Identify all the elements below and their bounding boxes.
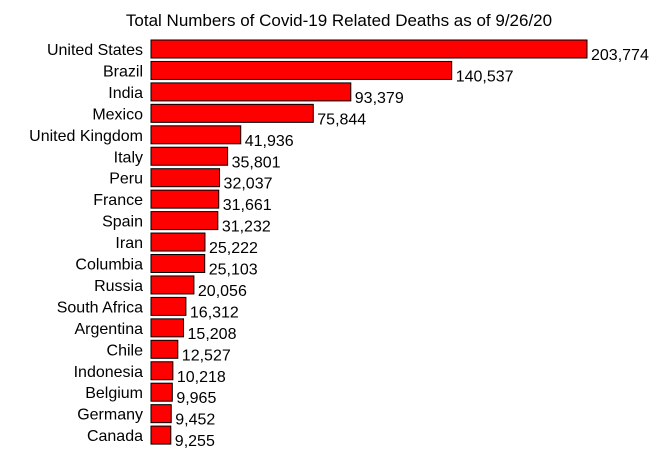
value-label-canada: 9,255 [175,433,215,450]
bar-france [150,189,220,209]
value-label-columbia: 25,103 [209,262,258,279]
category-label-germany: Germany [77,407,143,424]
bar-argentina [150,318,185,338]
chart-title: Total Numbers of Covid-19 Related Deaths… [126,11,552,30]
value-label-mexico: 75,844 [317,111,366,128]
value-label-italy: 35,801 [232,154,281,171]
bar-south-africa [150,296,187,316]
value-label-spain: 31,232 [222,219,271,236]
category-label-chile: Chile [107,342,144,359]
category-label-indonesia: Indonesia [74,364,143,381]
bar-united-states [150,39,588,59]
value-label-indonesia: 10,218 [177,369,226,386]
value-label-russia: 20,056 [198,283,247,300]
category-label-south-africa: South Africa [57,299,143,316]
value-label-india: 93,379 [355,90,404,107]
bar-columbia [150,254,206,273]
bar-peru [150,168,221,188]
bars-group: United States 203,774 Brazil 140,537 India 93… [29,39,649,450]
category-label-brazil: Brazil [103,63,143,80]
value-label-united-kingdom: 41,936 [245,133,294,150]
bar-mexico [150,103,314,123]
bar-spain [150,211,219,231]
value-label-argentina: 15,208 [188,326,237,343]
bar-iran [150,232,206,252]
bar-indonesia [150,361,174,381]
bar-belgium [150,382,173,402]
category-label-united-kingdom: United Kingdom [29,128,143,145]
category-label-mexico: Mexico [92,106,143,123]
value-label-germany: 9,452 [175,412,215,429]
value-label-brazil: 140,537 [456,68,514,85]
category-label-france: France [93,192,143,209]
bar-chile [150,339,179,359]
value-label-belgium: 9,965 [176,390,216,407]
bar-germany [150,404,172,424]
bar-italy [150,146,229,166]
category-label-belgium: Belgium [85,385,143,402]
bar-brazil [150,60,453,80]
category-label-argentina: Argentina [75,321,144,338]
category-label-canada: Canada [87,428,143,445]
category-label-italy: Italy [114,149,143,166]
value-label-chile: 12,527 [182,347,231,364]
value-label-iran: 25,222 [209,240,258,257]
bar-united-kingdom [150,125,242,145]
category-label-iran: Iran [115,235,143,252]
category-label-united-states: United States [47,42,143,59]
value-label-south-africa: 16,312 [190,304,239,321]
category-label-russia: Russia [94,278,143,295]
value-label-united-states: 203,774 [591,47,649,64]
bar-russia [150,275,195,295]
category-label-india: India [108,85,143,102]
bar-india [150,82,352,102]
category-label-peru: Peru [109,171,143,188]
category-label-columbia: Columbia [75,257,143,274]
bar-canada [150,425,172,445]
value-label-france: 31,661 [223,197,272,214]
category-label-spain: Spain [102,214,143,231]
value-label-peru: 32,037 [224,176,273,193]
